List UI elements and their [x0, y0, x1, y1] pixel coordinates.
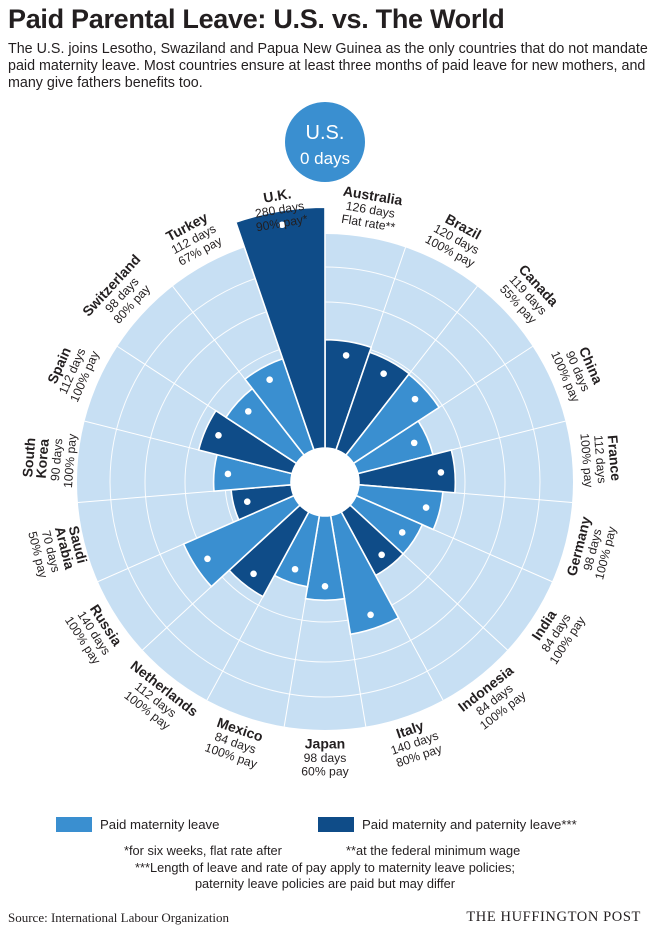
- footnote-six-weeks: *for six weeks, flat rate after: [124, 843, 282, 858]
- country-days: 90 days: [48, 438, 65, 482]
- us-badge: U.S. 0 days: [285, 102, 365, 182]
- center-hole: [291, 448, 359, 516]
- dot-south-korea: [224, 470, 232, 478]
- legend-both: Paid maternity and paternity leave***: [318, 817, 577, 832]
- country-name: Korea: [33, 438, 52, 479]
- bars-layer: [182, 206, 457, 636]
- us-badge-circle: [285, 102, 365, 182]
- dot-india: [398, 529, 406, 536]
- value-dots: [204, 221, 445, 619]
- dot-france: [437, 469, 445, 476]
- chart-subtitle: The U.S. joins Lesotho, Swaziland and Pa…: [8, 41, 648, 91]
- legend-label-both: Paid maternity and paternity leave***: [362, 817, 577, 832]
- dot-canada: [411, 395, 419, 403]
- country-pay: 100% pay: [61, 432, 80, 488]
- dot-indonesia: [378, 551, 385, 559]
- us-badge-days: 0 days: [300, 149, 350, 168]
- dot-italy: [367, 611, 374, 619]
- dot-japan: [321, 582, 329, 590]
- country-name: Japan: [305, 736, 345, 752]
- legend-swatch-both: [318, 817, 354, 832]
- legend-swatch-maternity: [56, 817, 92, 832]
- legend-label-maternity: Paid maternity leave: [100, 817, 220, 832]
- footnotes: *for six weeks, flat rate after **at the…: [0, 843, 650, 892]
- country-name: U.K.: [262, 185, 292, 205]
- dot-netherlands: [250, 570, 257, 578]
- dot-switzerland: [244, 408, 252, 415]
- country-pay: 60% pay: [301, 765, 349, 779]
- source-credit: Source: International Labour Organizatio…: [8, 910, 230, 925]
- country-days: 112 days: [591, 434, 609, 484]
- brand-logo-text: THE HUFFINGTON POST: [466, 909, 641, 925]
- dot-u-k: [278, 221, 286, 229]
- us-badge-country: U.S.: [306, 122, 345, 144]
- country-name: South: [19, 437, 38, 478]
- footnote-minimum-wage: **at the federal minimum wage: [346, 843, 521, 858]
- chart-title: Paid Parental Leave: U.S. vs. The World: [8, 4, 505, 34]
- dot-china: [410, 439, 418, 447]
- dot-mexico: [291, 565, 299, 573]
- country-days: 98 days: [304, 751, 347, 765]
- dot-spain: [215, 431, 222, 439]
- dot-australia: [342, 352, 350, 359]
- dot-brazil: [380, 370, 387, 377]
- legend-maternity: Paid maternity leave: [56, 817, 219, 832]
- dot-russia: [204, 555, 211, 563]
- dot-germany: [422, 504, 430, 511]
- footnote-length-line2: paternity leave policies are paid but ma…: [194, 876, 456, 891]
- footnote-length-line1: ***Length of leave and rate of pay apply…: [135, 860, 515, 875]
- country-pay: 100% pay: [577, 433, 596, 489]
- dot-turkey: [266, 376, 273, 383]
- dot-saudi-arabia: [243, 498, 251, 505]
- country-name: France: [605, 434, 625, 481]
